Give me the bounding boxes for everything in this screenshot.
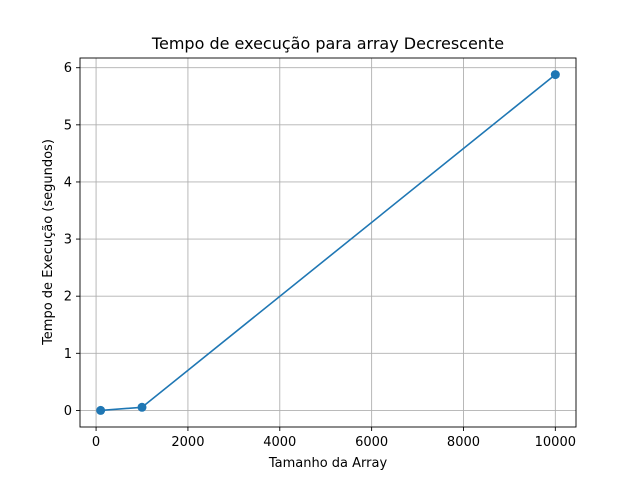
plot-frame xyxy=(79,57,577,428)
data-point xyxy=(96,405,106,415)
data-point xyxy=(137,402,147,412)
y-tick-label: 4 xyxy=(64,175,72,190)
chart-title: Tempo de execução para array Decrescente xyxy=(151,34,504,53)
x-tick-label: 8000 xyxy=(447,435,480,450)
y-tick-label: 6 xyxy=(64,61,72,76)
series-layer xyxy=(96,70,560,415)
y-tick-label: 0 xyxy=(64,404,72,419)
x-tick-label: 10000 xyxy=(535,435,576,450)
data-point xyxy=(550,70,560,80)
tick-layer: 0 2000 4000 6000 8000 10000 0 1 2 3 4 5 6 xyxy=(64,61,576,450)
y-tick-label: 2 xyxy=(64,290,72,305)
x-tick-label: 2000 xyxy=(171,435,204,450)
grid xyxy=(80,58,576,427)
y-tick-label: 3 xyxy=(64,233,72,248)
y-axis-label: Tempo de Execução (segundos) xyxy=(41,139,56,346)
x-tick-label: 0 xyxy=(92,435,100,450)
y-tick-label: 1 xyxy=(64,347,72,362)
x-axis-label: Tamanho da Array xyxy=(268,456,388,471)
x-tick-label: 6000 xyxy=(355,435,388,450)
x-tick-label: 4000 xyxy=(263,435,296,450)
y-tick-label: 5 xyxy=(64,118,72,133)
